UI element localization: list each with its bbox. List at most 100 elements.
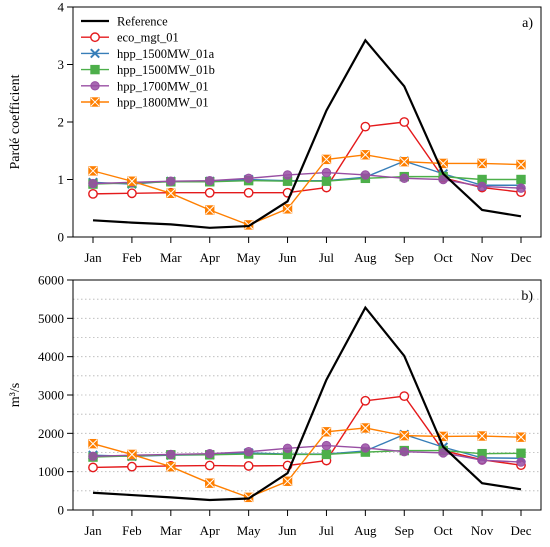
x-tick-label: Feb <box>122 250 142 265</box>
x-tick-label: Jun <box>279 523 298 538</box>
data-point <box>321 167 332 178</box>
data-point <box>360 121 371 132</box>
data-point <box>477 455 487 465</box>
data-point-cross-b <box>282 204 293 214</box>
legend-item: hpp_1800MW_01 <box>81 96 209 110</box>
y-tick-label: 3 <box>58 57 65 72</box>
data-point-cross-b <box>205 478 215 488</box>
data-point <box>243 447 254 457</box>
data-point <box>516 183 526 193</box>
y-axis-title: m³/s <box>8 383 23 407</box>
data-point <box>88 166 98 176</box>
x-tick-label: Jan <box>84 523 102 538</box>
legend-item: hpp_1700MW_01 <box>81 79 209 93</box>
data-point-cross-b <box>166 188 176 198</box>
data-point <box>321 154 332 165</box>
x-tick-label: May <box>237 250 261 265</box>
x-tick-label: May <box>237 523 261 538</box>
data-point-cross-b <box>282 476 293 486</box>
series-reference <box>92 305 522 502</box>
data-point <box>321 440 332 451</box>
y-tick-label: 0 <box>58 230 65 245</box>
data-point <box>360 443 371 453</box>
data-point <box>127 449 137 460</box>
legend-item: hpp_1500MW_01a <box>81 47 215 61</box>
data-point <box>516 457 526 467</box>
x-tick-label: Mar <box>160 523 182 538</box>
data-point <box>477 181 487 192</box>
data-point <box>88 188 98 199</box>
data-point-cross-b <box>360 423 370 433</box>
x-tick-label: Sep <box>395 250 415 265</box>
data-point-cross-b <box>360 150 370 160</box>
x-tick-label: Mar <box>160 250 182 265</box>
data-point <box>243 187 254 198</box>
panel-label: a) <box>522 16 533 31</box>
series-eco-mgt-01 <box>88 391 526 473</box>
x-tick-label: Jan <box>84 250 102 265</box>
y-tick-label: 4000 <box>38 349 64 364</box>
legend-label: Reference <box>117 15 168 29</box>
data-point <box>477 431 487 441</box>
y-tick-label: 3000 <box>38 388 64 403</box>
data-point <box>516 174 526 185</box>
data-point <box>516 448 526 458</box>
data-point <box>205 205 215 215</box>
data-point <box>360 423 371 433</box>
legend-item: Reference <box>81 15 168 29</box>
series-line <box>92 38 522 229</box>
data-point <box>321 427 332 437</box>
data-point-cross-b <box>88 439 98 449</box>
data-point <box>166 449 176 460</box>
legend-swatch-marker <box>90 48 100 59</box>
data-point <box>321 176 332 186</box>
data-point-cross-b <box>399 431 409 441</box>
data-point <box>205 448 215 459</box>
x-tick-label: Oct <box>434 250 453 265</box>
data-point-cross-b <box>166 462 176 472</box>
data-point <box>399 430 409 441</box>
data-point <box>399 156 409 167</box>
data-point <box>477 158 487 169</box>
x-tick-label: Jun <box>279 250 298 265</box>
plot-frame <box>72 279 542 511</box>
x-tick-label: Dec <box>511 250 532 265</box>
y-tick-label: 5000 <box>38 311 64 326</box>
x-tick-label: Oct <box>434 523 453 538</box>
data-point <box>127 176 137 186</box>
data-point-cross-b <box>477 158 487 168</box>
chart-panel-a: 0 1 2 3 4 Jan Feb Mar Apr May Jun Jul Aug Sep Oct Nov De… <box>8 0 542 265</box>
legend-label: hpp_1500MW_01b <box>117 63 215 77</box>
y-tick-label: 2 <box>58 115 65 130</box>
legend-item: hpp_1500MW_01b <box>81 63 215 77</box>
legend-swatch-marker-stroke-b <box>90 48 100 59</box>
legend-label: hpp_1800MW_01 <box>117 96 209 110</box>
x-tick-label: Jul <box>319 250 335 265</box>
data-point <box>166 188 176 199</box>
panel-label: b) <box>521 289 533 304</box>
legend-swatch-marker <box>90 64 100 75</box>
y-tick-label: 0 <box>58 503 65 518</box>
data-point <box>399 117 410 127</box>
x-tick-label: Apr <box>200 250 221 265</box>
data-point <box>243 461 254 471</box>
y-tick-label: 1 <box>58 172 65 187</box>
data-point <box>204 187 215 198</box>
data-point-cross-b <box>516 159 526 170</box>
x-tick-label: Apr <box>200 523 221 538</box>
data-point-cross-b <box>88 166 98 176</box>
x-tick-label: Aug <box>354 523 377 538</box>
data-point <box>438 448 448 458</box>
data-point-cross-b <box>127 176 137 186</box>
series-reference <box>92 38 522 229</box>
legend-swatch-marker <box>90 32 100 43</box>
data-point-cross-b <box>399 157 409 167</box>
data-point <box>282 170 293 180</box>
data-point <box>88 178 98 189</box>
data-point <box>282 443 293 453</box>
data-point <box>399 173 409 184</box>
y-tick-label: 4 <box>58 0 65 15</box>
data-point <box>516 159 526 170</box>
data-point <box>243 173 254 184</box>
